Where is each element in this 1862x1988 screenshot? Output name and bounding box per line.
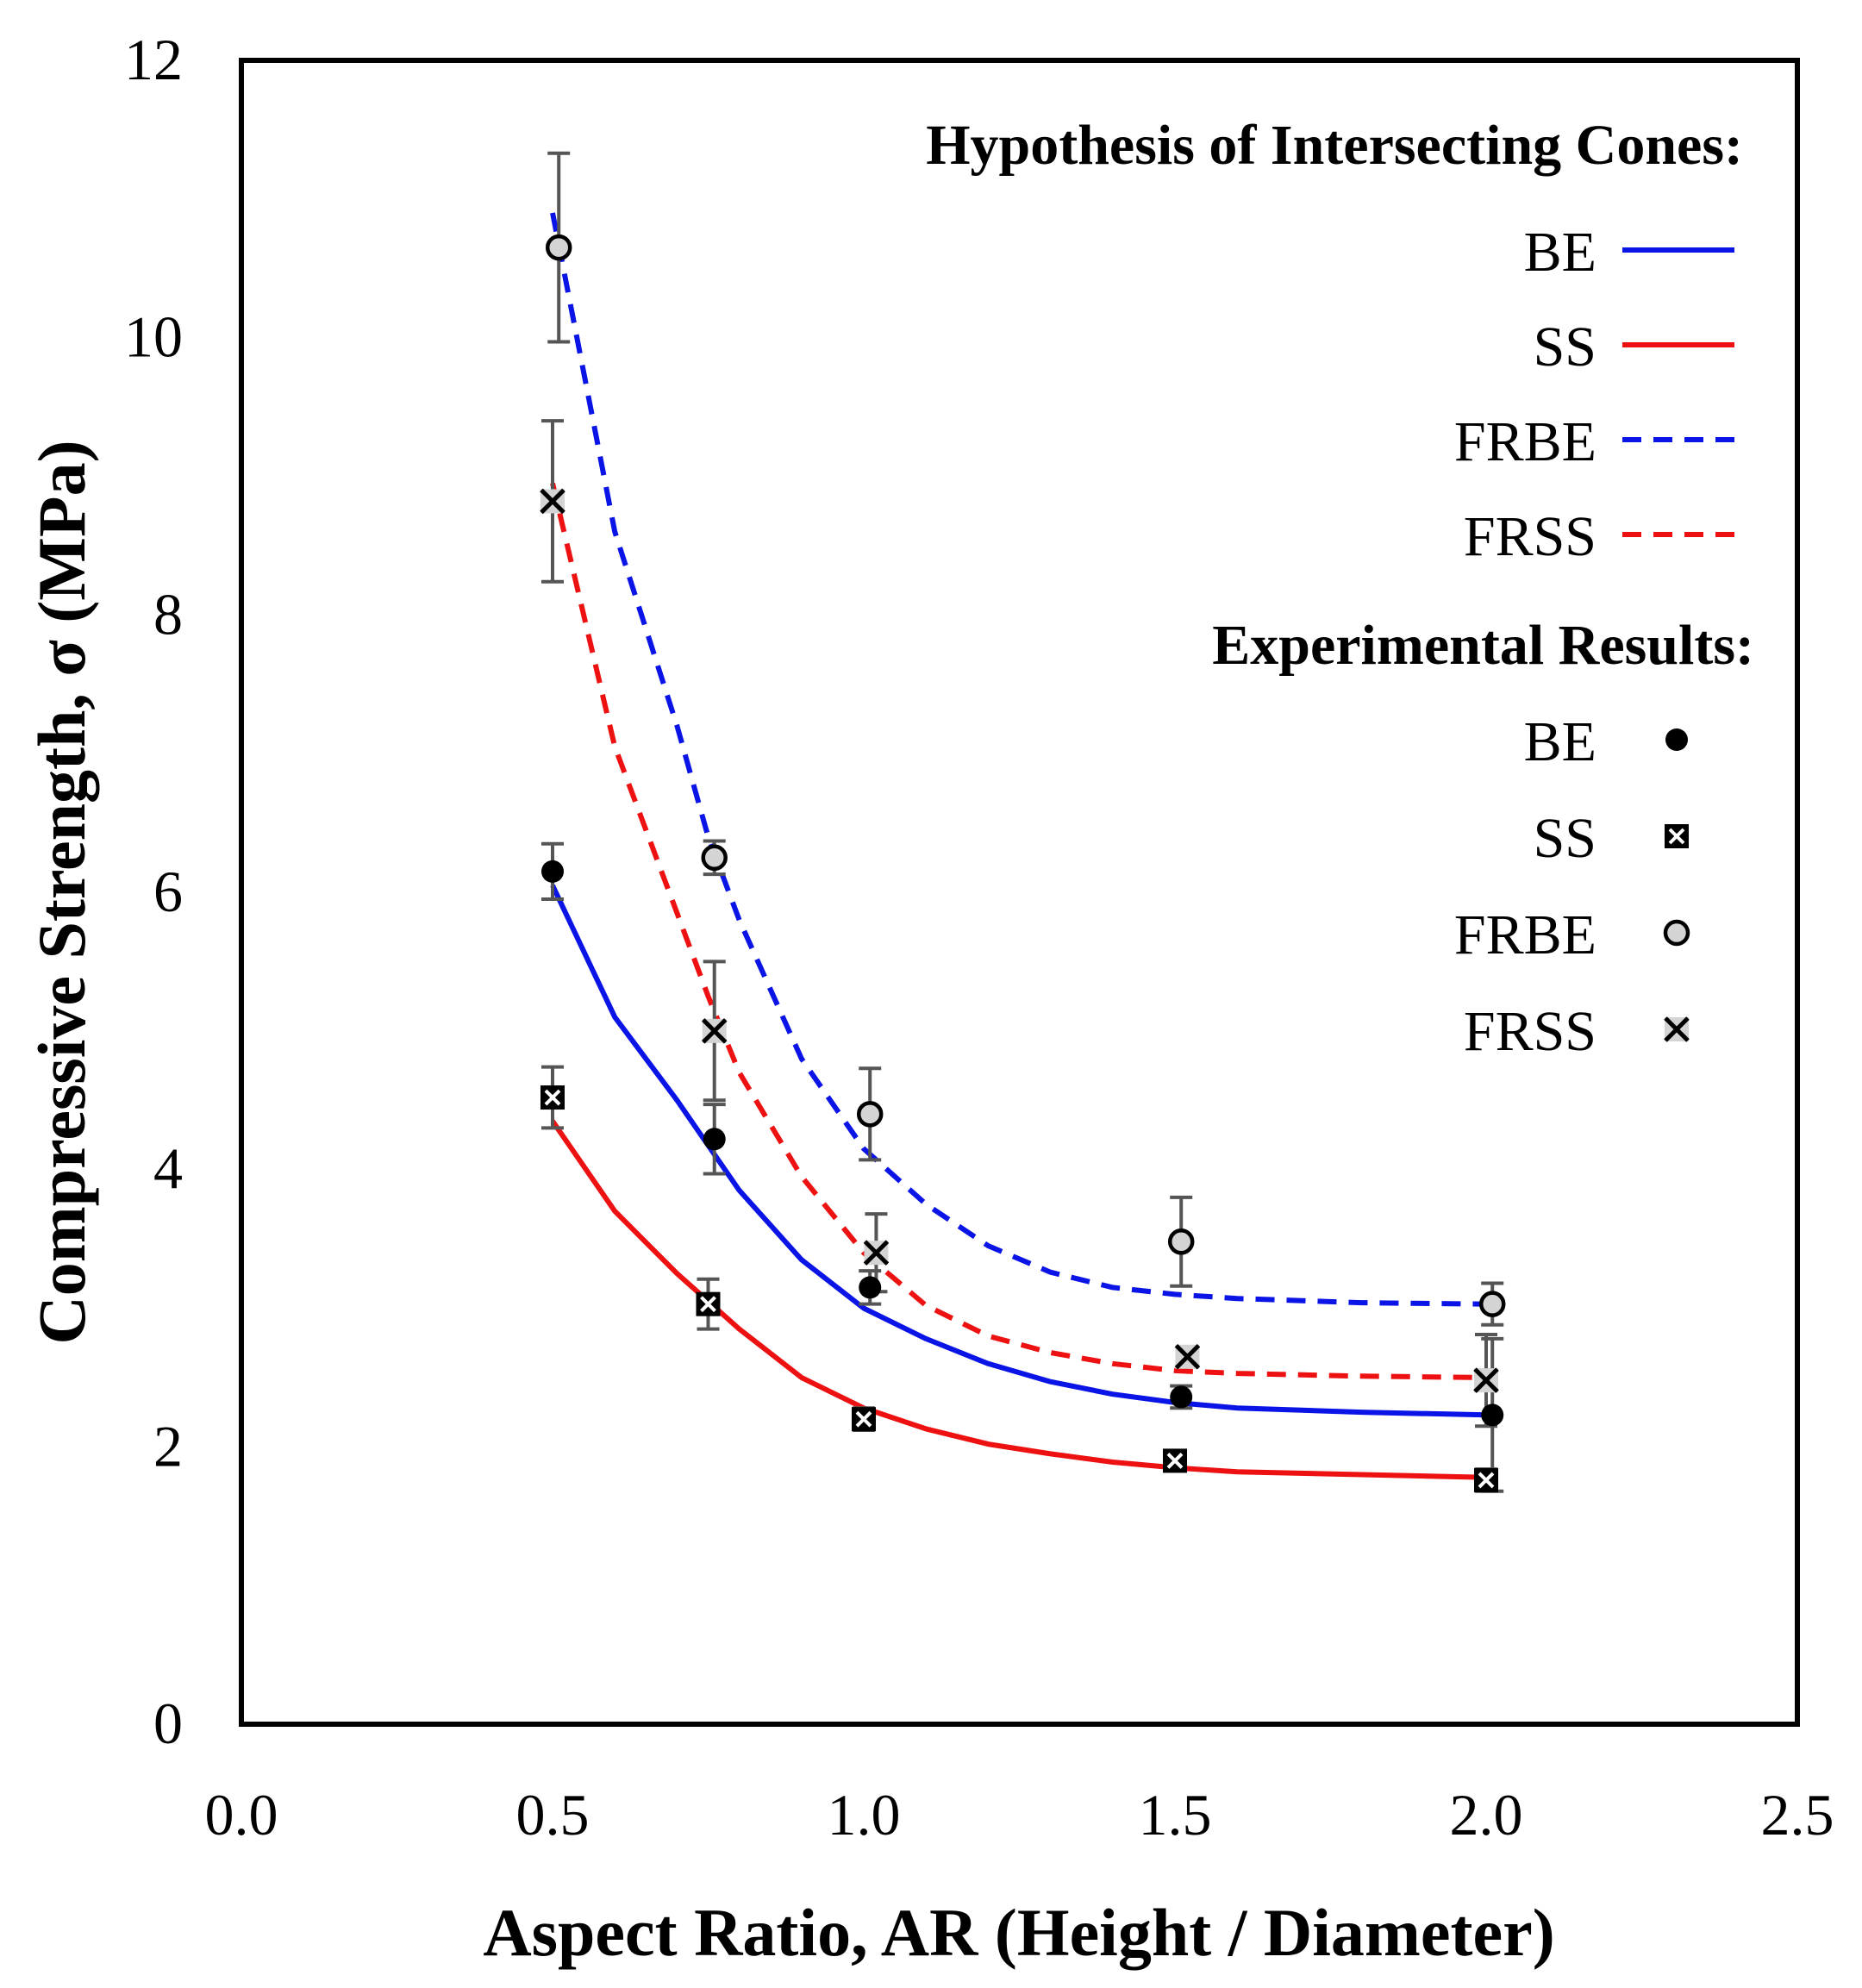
y-tick-label: 8 [153,581,183,647]
experimental-markers [540,234,1506,1492]
data-point-frbe [545,234,572,261]
data-point-frss [540,488,565,515]
x-tick-label: 2.5 [1761,1782,1834,1847]
x-tick-label: 0.5 [516,1782,590,1847]
legend-label-model-frbe: FRBE [1454,410,1596,473]
legend-label-model-ss: SS [1534,316,1596,378]
model-curve-ss [550,1119,1487,1480]
x-axis-label: Aspect Ratio, AR (Height / Diameter) [483,1895,1554,1970]
model-curve-frss [550,482,1487,1380]
data-point-frbe [856,1101,884,1128]
model-curve-frbe [550,212,1487,1307]
data-point-frss [863,1240,890,1266]
data-point-ss [696,1291,721,1316]
data-point-be [541,860,564,883]
y-tick-label: 2 [153,1413,183,1478]
legend: Hypothesis of Intersecting Cones: BE SS FRB… [926,114,1754,1063]
x-tick-label: 0.0 [205,1782,278,1847]
legend-label-model-frss: FRSS [1464,505,1596,568]
tick-labels: 0.0 0.5 1.0 1.5 2.0 2.5 0 2 4 6 8 10 12 [124,27,1834,1847]
plot-frame [239,58,1800,1727]
legend-marker-frss [1664,1016,1690,1042]
data-point-frss [701,1018,728,1044]
data-point-be [703,1128,726,1151]
data-point-frbe [1478,1291,1506,1317]
y-axis-label: Compressive Strength, σ (MPa) [24,440,99,1344]
data-point-ss [1163,1448,1187,1473]
legend-title-model: Hypothesis of Intersecting Cones: [926,114,1743,177]
data-point-ss [540,1085,565,1110]
data-point-be [1481,1403,1504,1427]
legend-label-exp-ss: SS [1534,807,1596,870]
legend-label-model-be: BE [1524,221,1596,284]
data-point-be [859,1276,882,1299]
model-curve-be [550,884,1487,1418]
y-tick-label: 0 [153,1691,183,1756]
data-point-frbe [701,844,728,872]
legend-marker-frbe [1663,919,1690,947]
model-curves [550,212,1487,1480]
data-point-frss [1174,1344,1201,1370]
data-point-ss [852,1407,876,1432]
legend-label-exp-be: BE [1524,710,1596,773]
y-tick-label: 6 [153,859,183,924]
data-point-frbe [1167,1228,1195,1255]
x-tick-label: 1.0 [828,1782,901,1847]
legend-label-exp-frbe: FRBE [1454,903,1596,966]
data-point-be [1170,1385,1193,1409]
x-tick-label: 2.0 [1450,1782,1523,1847]
legend-label-exp-frss: FRSS [1464,1000,1596,1063]
legend-marker-ss [1665,824,1689,848]
data-point-frss [1473,1367,1499,1393]
data-point-ss [1474,1467,1498,1492]
y-tick-label: 12 [124,27,183,92]
y-tick-label: 10 [124,304,183,370]
legend-title-exp: Experimental Results: [1212,614,1754,677]
legend-marker-be [1665,728,1688,751]
y-tick-label: 4 [153,1136,183,1202]
x-tick-label: 1.5 [1139,1782,1212,1847]
